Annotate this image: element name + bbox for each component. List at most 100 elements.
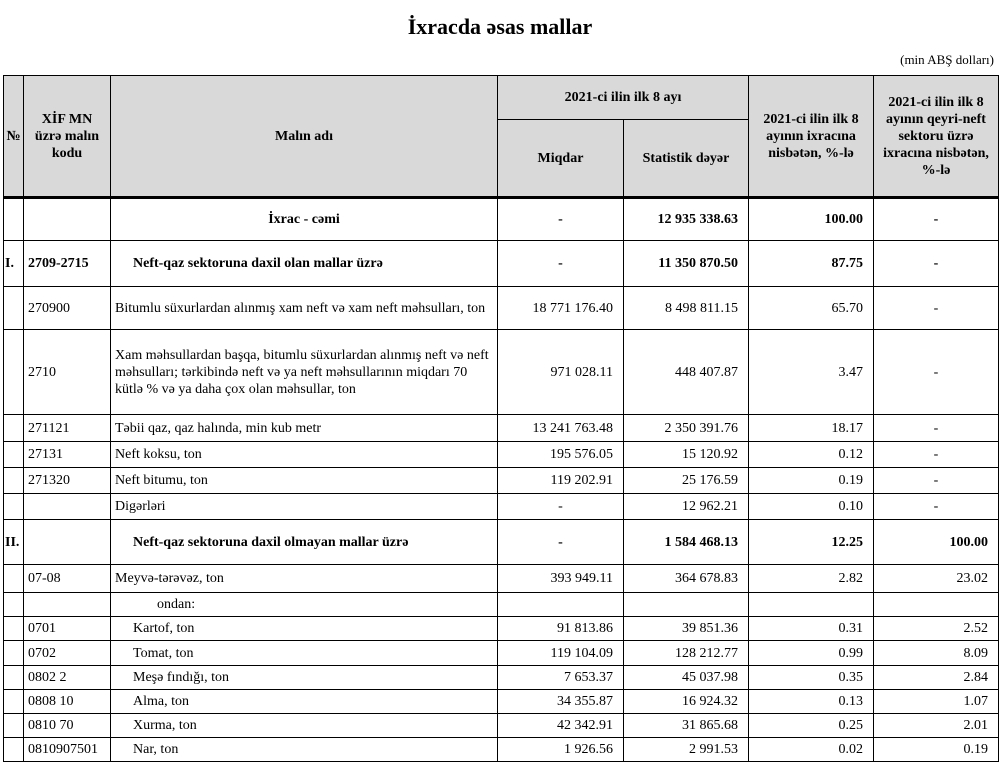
row-code: 0808 10 xyxy=(23,689,111,714)
table-row: ondan: xyxy=(3,592,999,617)
row-share-total: 0.19 xyxy=(748,467,874,494)
row-quantity: 1 926.56 xyxy=(497,737,624,762)
row-share-total xyxy=(748,592,874,617)
row-value: 12 935 338.63 xyxy=(623,197,749,241)
row-name: Bitumlu süxurlardan alınmış xam neft və … xyxy=(110,286,498,330)
table-row: 270900 Bitumlu süxurlardan alınmış xam ne… xyxy=(3,286,999,330)
row-name: Nar, ton xyxy=(110,737,498,762)
row-share-total: 0.10 xyxy=(748,493,874,520)
row-name: Kartof, ton xyxy=(110,616,498,641)
row-quantity: 13 241 763.48 xyxy=(497,414,624,442)
row-share-nonoil xyxy=(873,592,999,617)
row-no xyxy=(3,592,24,617)
table-row: 0810907501 Nar, ton 1 926.56 2 991.53 0.02 0.… xyxy=(3,737,999,762)
row-share-total: 0.13 xyxy=(748,689,874,714)
row-code xyxy=(23,519,111,565)
row-share-total: 87.75 xyxy=(748,240,874,287)
row-share-total: 12.25 xyxy=(748,519,874,565)
table-row: I. 2709-2715 Neft-qaz sektoruna daxil olan… xyxy=(3,240,999,287)
row-share-nonoil: 2.01 xyxy=(873,713,999,738)
exports-table: № XİF MN üzrə malın kodu Malın adı 2021-… xyxy=(3,75,999,762)
header-quantity: Miqdar xyxy=(497,119,624,198)
row-code: 0810 70 xyxy=(23,713,111,738)
row-quantity: 91 813.86 xyxy=(497,616,624,641)
row-name: Meyvə-tərəvəz, ton xyxy=(110,564,498,593)
row-no xyxy=(3,329,24,415)
row-value: 12 962.21 xyxy=(623,493,749,520)
table-row: 0808 10 Alma, ton 34 355.87 16 924.32 0.13 1.… xyxy=(3,689,999,714)
row-quantity: 119 104.09 xyxy=(497,640,624,666)
row-share-nonoil: 1.07 xyxy=(873,689,999,714)
table-row: 27131 Neft koksu, ton 195 576.05 15 120.92 0… xyxy=(3,441,999,468)
row-no xyxy=(3,564,24,593)
row-no xyxy=(3,616,24,641)
row-no xyxy=(3,689,24,714)
row-share-nonoil: 0.19 xyxy=(873,737,999,762)
row-share-total: 0.35 xyxy=(748,665,874,690)
row-share-nonoil: - xyxy=(873,467,999,494)
row-no xyxy=(3,467,24,494)
header-name: Malın adı xyxy=(110,75,498,198)
row-share-total: 0.02 xyxy=(748,737,874,762)
table-row: 07-08 Meyvə-tərəvəz, ton 393 949.11 364 678… xyxy=(3,564,999,593)
header-value: Statistik dəyər xyxy=(623,119,749,198)
row-name: Neft-qaz sektoruna daxil olan mallar üzr… xyxy=(110,240,498,287)
row-no xyxy=(3,441,24,468)
row-quantity: 7 653.37 xyxy=(497,665,624,690)
row-no: II. xyxy=(3,519,24,565)
row-value: 364 678.83 xyxy=(623,564,749,593)
row-value: 128 212.77 xyxy=(623,640,749,666)
page-title: İxracda əsas mallar xyxy=(407,14,593,39)
row-code: 270900 xyxy=(23,286,111,330)
row-quantity: - xyxy=(497,240,624,287)
header-share-nonoil: 2021-ci ilin ilk 8 ayının qeyri-neft sek… xyxy=(873,75,999,198)
table-row: 0702 Tomat, ton 119 104.09 128 212.77 0.99 8.… xyxy=(3,640,999,666)
row-code: 0702 xyxy=(23,640,111,666)
table-row: İxrac - cəmi -12 935 338.63 100.00- xyxy=(3,197,999,241)
row-code: 2710 xyxy=(23,329,111,415)
row-share-total: 65.70 xyxy=(748,286,874,330)
row-code: 271121 xyxy=(23,414,111,442)
row-value: 16 924.32 xyxy=(623,689,749,714)
table-row: 0802 2 Meşə fındığı, ton 7 653.37 45 037.98… xyxy=(3,665,999,690)
row-value: 15 120.92 xyxy=(623,441,749,468)
row-share-nonoil: - xyxy=(873,441,999,468)
row-share-total: 0.31 xyxy=(748,616,874,641)
row-value: 25 176.59 xyxy=(623,467,749,494)
table-row: II. Neft-qaz sektoruna daxil olmayan mall… xyxy=(3,519,999,565)
row-share-total: 0.25 xyxy=(748,713,874,738)
row-code: 0701 xyxy=(23,616,111,641)
row-value: 8 498 811.15 xyxy=(623,286,749,330)
row-value: 2 350 391.76 xyxy=(623,414,749,442)
row-quantity: - xyxy=(497,519,624,565)
row-share-nonoil: 23.02 xyxy=(873,564,999,593)
row-quantity: 971 028.11 xyxy=(497,329,624,415)
header-no: № xyxy=(3,75,24,198)
row-no: I. xyxy=(3,240,24,287)
row-name: İxrac - cəmi xyxy=(110,197,498,241)
row-no xyxy=(3,665,24,690)
row-value: 448 407.87 xyxy=(623,329,749,415)
row-share-total: 0.99 xyxy=(748,640,874,666)
unit-note: (min ABŞ dolları) xyxy=(900,52,994,67)
row-code xyxy=(23,592,111,617)
row-share-nonoil: - xyxy=(873,329,999,415)
row-share-nonoil: 8.09 xyxy=(873,640,999,666)
row-share-nonoil: - xyxy=(873,493,999,520)
row-value: 11 350 870.50 xyxy=(623,240,749,287)
row-name: Xam məhsullardan başqa, bitumlu süxurlar… xyxy=(110,329,498,415)
row-quantity: 18 771 176.40 xyxy=(497,286,624,330)
row-code: 0810907501 xyxy=(23,737,111,762)
row-share-nonoil: - xyxy=(873,414,999,442)
row-share-total: 100.00 xyxy=(748,197,874,241)
header-code: XİF MN üzrə malın kodu xyxy=(23,75,111,198)
row-quantity: - xyxy=(497,493,624,520)
header-period: 2021-ci ilin ilk 8 ayı xyxy=(497,75,749,120)
row-no xyxy=(3,493,24,520)
row-value: 31 865.68 xyxy=(623,713,749,738)
row-name: Tomat, ton xyxy=(110,640,498,666)
row-code xyxy=(23,493,111,520)
row-share-total: 2.82 xyxy=(748,564,874,593)
row-name: Alma, ton xyxy=(110,689,498,714)
row-quantity: - xyxy=(497,197,624,241)
